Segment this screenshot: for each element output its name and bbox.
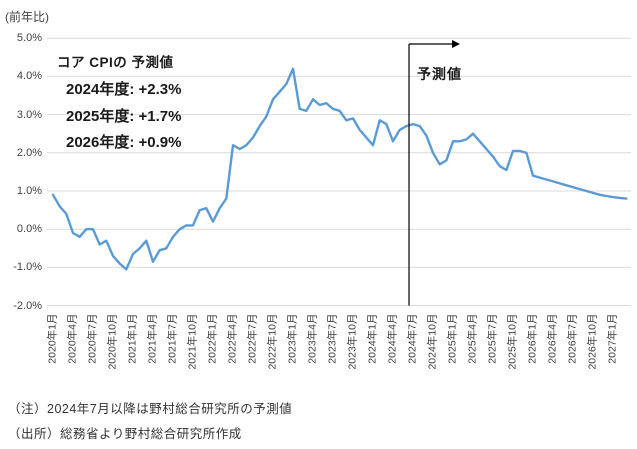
x-tick-label: 2025年4月 (466, 313, 479, 364)
annotation-fy2025: 2025年度: +1.7% (66, 107, 182, 125)
note-source-1: （注）2024年7月以降は野村総合研究所の予測値 (8, 402, 293, 416)
annotation-title: コア CPIの 予測値 (57, 55, 174, 70)
annotation-fy2024: 2024年度: +2.3% (66, 81, 182, 98)
x-tick-label: 2025年10月 (506, 313, 519, 370)
note-source-2: （出所）総務省より野村総合研究所作成 (8, 427, 242, 441)
annotation-fy2026: 2026年度: +0.9% (66, 134, 182, 151)
x-tick-label: 2023年1月 (286, 313, 299, 364)
x-tick-label: 2024年7月 (406, 313, 419, 364)
x-tick-label: 2024年4月 (386, 313, 399, 364)
y-tick-label: 1.0% (16, 185, 42, 197)
y-tick-label: 5.0% (16, 32, 42, 45)
x-tick-label: 2025年7月 (486, 313, 499, 364)
x-tick-label: 2025年1月 (446, 313, 459, 364)
x-tick-label: 2023年7月 (326, 313, 339, 364)
x-tick-label: 2022年7月 (246, 313, 259, 364)
forecast-region-label: 予測値 (417, 66, 462, 82)
x-tick-label: 2026年1月 (526, 313, 539, 364)
y-tick-label: -2.0% (13, 299, 42, 312)
x-tick-label: 2021年1月 (126, 313, 139, 364)
x-tick-label: 2023年10月 (346, 313, 359, 370)
x-tick-label: 2024年1月 (366, 313, 379, 364)
y-tick-label: 0.0% (16, 223, 42, 236)
x-tick-label: 2020年7月 (86, 313, 99, 364)
x-tick-label: 2026年10月 (586, 313, 599, 370)
y-tick-label: -1.0% (13, 261, 42, 274)
x-tick-label: 2027年1月 (606, 313, 619, 364)
x-tick-label: 2022年4月 (226, 313, 239, 364)
x-tick-label: 2020年1月 (46, 313, 59, 364)
x-tick-label: 2020年4月 (66, 313, 79, 364)
y-tick-label: 3.0% (16, 108, 42, 121)
core-cpi-line-series (51, 67, 628, 271)
x-tick-label: 2021年10月 (186, 313, 199, 370)
y-tick-label: 4.0% (16, 70, 42, 83)
x-tick-label: 2021年4月 (146, 313, 159, 364)
y-tick-label: 2.0% (16, 146, 42, 159)
forecast-arrow-head (452, 40, 461, 48)
x-tick-label: 2022年10月 (266, 313, 279, 370)
x-tick-label: 2022年1月 (206, 313, 219, 364)
x-tick-label: 2024年10月 (426, 313, 439, 370)
y-axis-title: (前年比) (5, 10, 49, 24)
x-tick-label: 2026年7月 (566, 313, 579, 364)
x-tick-label: 2021年7月 (166, 313, 179, 364)
x-tick-label: 2023年4月 (306, 313, 319, 364)
x-tick-label: 2020年10月 (106, 313, 119, 370)
x-tick-label: 2026年4月 (546, 313, 559, 364)
